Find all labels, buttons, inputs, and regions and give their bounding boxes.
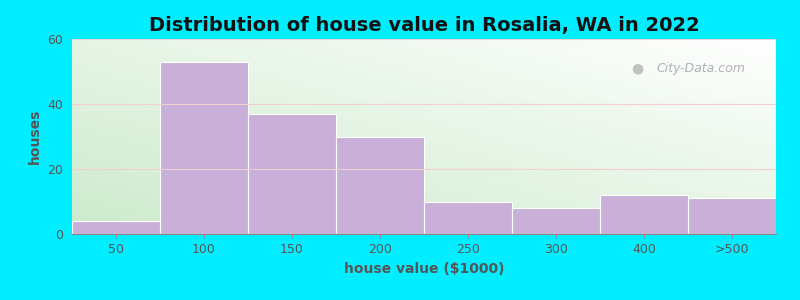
Title: Distribution of house value in Rosalia, WA in 2022: Distribution of house value in Rosalia, … xyxy=(149,16,699,35)
Bar xyxy=(688,198,776,234)
X-axis label: house value ($1000): house value ($1000) xyxy=(344,262,504,276)
Bar xyxy=(336,136,424,234)
Text: ●: ● xyxy=(632,61,644,75)
Y-axis label: houses: houses xyxy=(27,109,42,164)
Bar xyxy=(160,62,248,234)
Text: City-Data.com: City-Data.com xyxy=(656,62,745,75)
Bar xyxy=(424,202,512,234)
Bar xyxy=(512,208,600,234)
Bar xyxy=(600,195,688,234)
Bar xyxy=(72,221,160,234)
Bar xyxy=(248,114,336,234)
